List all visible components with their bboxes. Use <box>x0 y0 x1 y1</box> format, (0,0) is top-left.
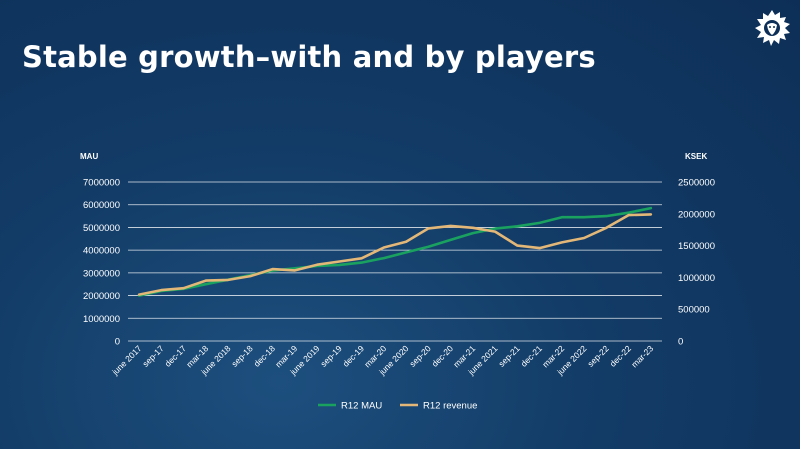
x-tick-label: sep-18 <box>229 343 255 369</box>
x-tick-label: dec-17 <box>163 343 189 369</box>
y-tick-right-label: 1000000 <box>678 273 715 284</box>
x-tick-label: dec-18 <box>252 343 278 369</box>
x-tick-label: dec-20 <box>430 343 456 369</box>
y-tick-right-label: 2000000 <box>678 209 715 220</box>
x-tick-label: dec-19 <box>341 343 367 369</box>
x-tick-label: sep-20 <box>407 343 433 369</box>
y-tick-left-label: 7000000 <box>83 178 120 189</box>
y-tick-left-label: 0 <box>115 337 120 348</box>
y-axis-right-label: KSEK <box>685 152 707 161</box>
legend-label: R12 MAU <box>341 401 382 412</box>
x-tick-label: sep-19 <box>318 343 344 369</box>
page-title: Stable growth–with and by players <box>22 40 596 74</box>
x-tick-label: sep-22 <box>585 343 611 369</box>
x-tick-label: june 2017 <box>109 343 143 377</box>
series-line-r12-revenue <box>137 213 653 296</box>
y-axis-left-label: MAU <box>80 152 98 161</box>
x-tick-label: sep-17 <box>140 343 166 369</box>
x-tick-label: dec-22 <box>608 343 634 369</box>
y-tick-left-label: 1000000 <box>83 314 120 325</box>
x-tick-label: dec-21 <box>519 343 545 369</box>
y-tick-right-label: 500000 <box>678 305 710 316</box>
y-tick-left-label: 6000000 <box>83 200 120 211</box>
y-tick-left-label: 2000000 <box>83 291 120 302</box>
x-tick-label: mar-23 <box>629 343 655 369</box>
x-tick-label: sep-21 <box>496 343 522 369</box>
y-tick-right-label: 1500000 <box>678 241 715 252</box>
y-tick-left-label: 3000000 <box>83 268 120 279</box>
y-tick-right-label: 0 <box>678 337 683 348</box>
y-tick-left-label: 5000000 <box>83 223 120 234</box>
y-tick-left-label: 4000000 <box>83 246 120 257</box>
series-line-r12-mau <box>137 206 653 297</box>
lion-head-icon <box>755 10 790 46</box>
legend-label: R12 revenue <box>423 401 477 412</box>
y-tick-right-label: 2500000 <box>678 178 715 189</box>
